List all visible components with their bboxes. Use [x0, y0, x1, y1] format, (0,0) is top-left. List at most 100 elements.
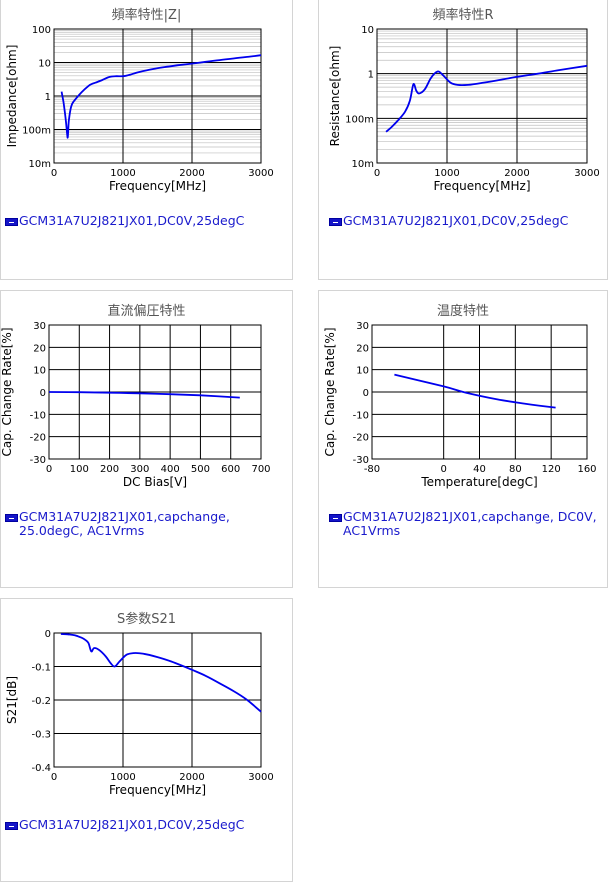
chart-legend[interactable]: GCM31A7U2J821JX01,DC0V,25degC [5, 214, 285, 228]
series-line [60, 54, 262, 139]
y-tick-label: -0.1 [31, 663, 51, 674]
x-axis-label: Frequency[MHz] [109, 179, 206, 193]
chart-panel-s21: S参数S21 0 1000 2000 3000 -0.4 -0.3 -0.2 -0.1 0 Fre… [0, 598, 293, 882]
y-tick-label: -10 [353, 410, 369, 421]
chart-title: S参数S21 [116, 612, 177, 627]
y-tick-label: 10m [29, 159, 51, 170]
y-tick-label: -30 [353, 455, 369, 466]
y-tick-label: 100 [32, 25, 51, 36]
chart-panel-dc-bias: 直流偏圧特性 0 100 200 300 400 500 600 700 -30 -20 -10 0 1… [0, 290, 293, 588]
y-axis-label: Cap. Change Rate[%] [1, 327, 14, 456]
y-tick-label: -20 [353, 433, 369, 444]
legend-text: GCM31A7U2J821JX01,capchange, DC0V, AC1Vr… [343, 509, 597, 538]
x-tick-label: 1000 [110, 772, 135, 783]
y-tick-label: 100m [345, 114, 374, 125]
plot-frame [376, 28, 588, 164]
chart-title: 頻率特性R [432, 8, 494, 23]
chart-legend[interactable]: GCM31A7U2J821JX01,capchange, 25.0degC, A… [5, 510, 245, 538]
x-tick-label: 0 [51, 772, 57, 783]
grid [376, 28, 588, 164]
chart-plot: 0 1000 2000 3000 10m 100m 1 10 Frequency[MHz] Res… [328, 25, 600, 193]
x-tick-label: 500 [191, 464, 210, 475]
chart-panel-impedance: 頻率特性|Z| 0 1000 2000 3000 10m 100m 1 10 100 Freque… [0, 0, 293, 280]
chart-legend[interactable]: GCM31A7U2J821JX01,DC0V,25degC [5, 818, 285, 832]
y-tick-label: -0.3 [31, 730, 51, 741]
x-tick-label: 0 [374, 168, 380, 179]
x-tick-label: 0 [51, 168, 57, 179]
x-tick-label: -80 [364, 464, 380, 475]
chart-legend[interactable]: GCM31A7U2J821JX01,capchange, DC0V, AC1Vr… [329, 510, 601, 538]
x-tick-label: 600 [221, 464, 240, 475]
y-tick-label: -30 [30, 455, 46, 466]
x-tick-label: 80 [509, 464, 522, 475]
y-axis-label: Resistance[ohm] [328, 46, 342, 147]
x-tick-label: 100 [70, 464, 89, 475]
x-tick-label: 2000 [504, 168, 529, 179]
x-axis-label: Temperature[degC] [420, 475, 537, 489]
x-axis-label: DC Bias[V] [123, 475, 187, 489]
y-tick-label: 0 [40, 388, 46, 399]
grid [53, 632, 262, 768]
y-tick-label: 10 [356, 366, 369, 377]
y-tick-label: -20 [30, 433, 46, 444]
x-tick-label: 160 [577, 464, 596, 475]
y-axis-label: Impedance[ohm] [5, 45, 19, 148]
x-tick-label: 1000 [110, 168, 135, 179]
legend-swatch[interactable] [5, 218, 18, 226]
x-axis-label: Frequency[MHz] [433, 179, 530, 193]
series-line [385, 64, 588, 133]
x-tick-label: 700 [251, 464, 270, 475]
chart-legend[interactable]: GCM31A7U2J821JX01,DC0V,25degC [329, 214, 608, 228]
legend-text: GCM31A7U2J821JX01,DC0V,25degC [343, 213, 569, 228]
x-tick-label: 120 [542, 464, 561, 475]
y-tick-label: 20 [356, 343, 369, 354]
y-axis-label: S21[dB] [5, 676, 19, 724]
chart-panel-resistance: 頻率特性R 0 1000 2000 3000 10m 100m 1 10 Frequency[M… [318, 0, 608, 280]
y-tick-label: 10 [38, 59, 51, 70]
x-tick-label: 0 [46, 464, 52, 475]
legend-text: GCM31A7U2J821JX01,DC0V,25degC [19, 817, 245, 832]
y-tick-label: 30 [356, 321, 369, 332]
y-tick-label: 10 [33, 366, 46, 377]
x-axis-label: Frequency[MHz] [109, 783, 206, 797]
y-tick-label: 10 [361, 25, 374, 36]
plot-frame [53, 632, 262, 768]
series-line [48, 391, 240, 399]
chart-plot: 0 100 200 300 400 500 600 700 -30 -20 -10 0 10 20 30 DC… [1, 321, 271, 489]
plot-frame [53, 28, 262, 164]
x-tick-label: 3000 [574, 168, 599, 179]
y-axis-label: Cap. Change Rate[%] [323, 327, 337, 456]
y-tick-label: -0.2 [31, 696, 51, 707]
x-tick-label: 400 [161, 464, 180, 475]
chart-panel-temperature: 温度特性 -80 0 40 80 120 160 -30 -20 -10 0 10 20 30 Tempe… [318, 290, 608, 588]
x-tick-label: 200 [100, 464, 119, 475]
series-line [60, 633, 262, 713]
y-tick-label: 20 [33, 343, 46, 354]
y-tick-label: -0.4 [31, 763, 51, 774]
x-tick-label: 0 [440, 464, 446, 475]
x-tick-label: 1000 [434, 168, 459, 179]
y-tick-label: -10 [30, 410, 46, 421]
y-tick-label: 30 [33, 321, 46, 332]
chart-title: 直流偏圧特性 [107, 304, 186, 319]
y-tick-label: 0 [363, 388, 369, 399]
x-tick-label: 2000 [179, 772, 204, 783]
chart-title: 温度特性 [436, 304, 489, 319]
y-tick-label: 1 [45, 92, 51, 103]
y-tick-label: 1 [368, 70, 374, 81]
chart-title: 頻率特性|Z| [111, 8, 182, 23]
x-tick-label: 3000 [248, 772, 273, 783]
legend-swatch[interactable] [5, 514, 18, 522]
y-tick-label: 100m [22, 126, 51, 137]
y-tick-label: 0 [45, 629, 51, 640]
chart-plot: 0 1000 2000 3000 10m 100m 1 10 100 Frequency[MHz]… [5, 25, 274, 193]
legend-swatch[interactable] [5, 822, 18, 830]
grid [371, 324, 588, 460]
plot-frame [371, 324, 588, 460]
legend-swatch[interactable] [329, 514, 342, 522]
x-tick-label: 300 [130, 464, 149, 475]
x-tick-label: 2000 [179, 168, 204, 179]
legend-swatch[interactable] [329, 218, 342, 226]
x-tick-label: 3000 [248, 168, 273, 179]
legend-text: GCM31A7U2J821JX01,DC0V,25degC [19, 213, 245, 228]
